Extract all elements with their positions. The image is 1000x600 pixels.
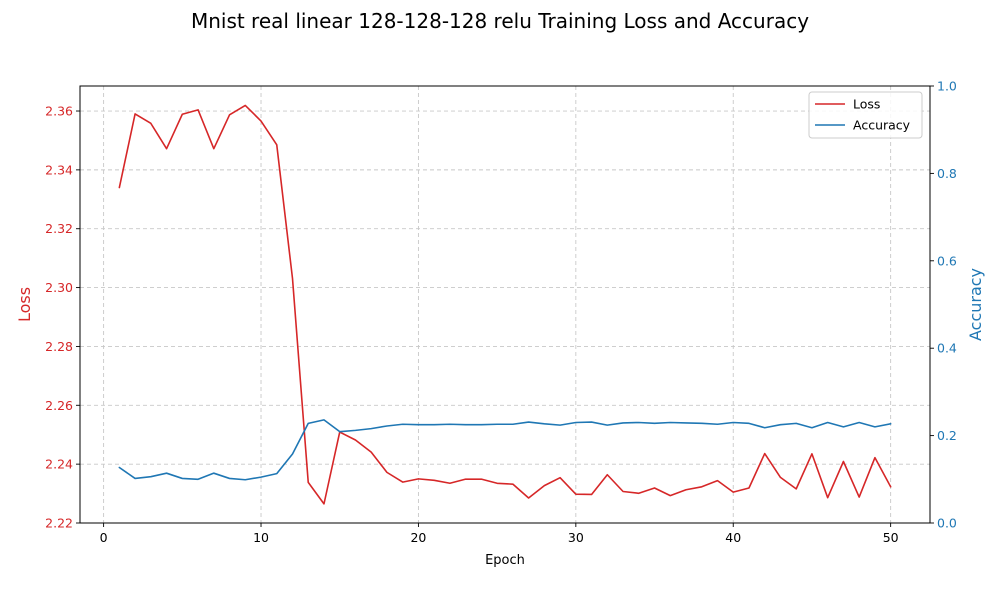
right-y-axis: 0.0 0.2 0.4 0.6 0.8 1.0 [930, 79, 957, 531]
plot-series [118, 104, 892, 505]
legend-label-loss: Loss [853, 97, 880, 112]
x-tick-label: 20 [410, 530, 426, 545]
legend-label-accuracy: Accuracy [853, 118, 911, 133]
left-y-tick-label: 2.28 [45, 339, 73, 354]
left-y-tick-label: 2.26 [45, 398, 73, 413]
chart-title: Mnist real linear 128-128-128 relu Train… [191, 9, 809, 33]
right-y-tick-label: 0.4 [937, 341, 957, 356]
left-y-axis-label: Loss [15, 287, 34, 322]
left-y-tick-label: 2.32 [45, 221, 73, 236]
x-tick-label: 50 [883, 530, 899, 545]
right-y-tick-label: 0.8 [937, 166, 957, 181]
right-y-tick-label: 1.0 [937, 79, 957, 94]
x-axis: 0 10 20 30 40 50 [100, 523, 899, 545]
series-line-accuracy [118, 419, 892, 481]
left-y-tick-label: 2.24 [45, 457, 73, 472]
right-y-tick-label: 0.6 [937, 253, 957, 268]
left-y-tick-label: 2.30 [45, 280, 73, 295]
x-tick-label: 0 [100, 530, 108, 545]
x-tick-label: 10 [253, 530, 269, 545]
series-line-loss [118, 104, 892, 505]
left-y-tick-label: 2.34 [45, 162, 73, 177]
right-y-tick-label: 0.0 [937, 516, 957, 531]
plot-frame [79, 85, 931, 524]
left-y-tick-label: 2.22 [45, 516, 73, 531]
right-y-tick-label: 0.2 [937, 428, 957, 443]
grid [80, 86, 930, 524]
right-y-axis-label: Accuracy [966, 268, 985, 341]
x-tick-label: 30 [568, 530, 584, 545]
left-y-tick-label: 2.36 [45, 104, 73, 119]
x-axis-label: Epoch [485, 553, 525, 568]
legend: Loss Accuracy [808, 91, 923, 139]
x-tick-label: 40 [725, 530, 741, 545]
left-y-axis: 2.22 2.24 2.26 2.28 2.30 2.32 2.34 2.36 [45, 104, 80, 531]
